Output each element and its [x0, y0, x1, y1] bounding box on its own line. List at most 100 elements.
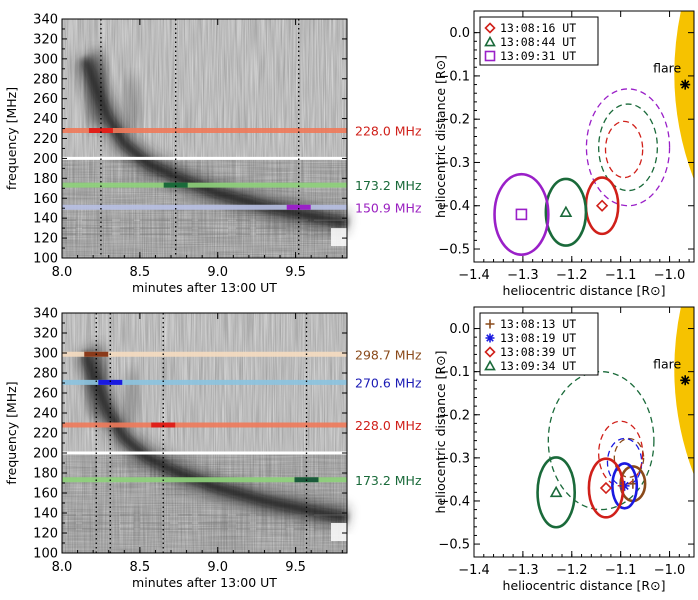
y-tick-label: 340: [33, 13, 58, 28]
frequency-label: 228.0 MHz: [355, 124, 422, 139]
y-tick-label: 120: [33, 232, 58, 247]
burst-emission: [62, 48, 350, 247]
source-ellipse: [493, 172, 550, 256]
x-tick-label: −1.0: [654, 268, 686, 283]
triangle-marker: [559, 205, 573, 218]
y-tick-label: −0.5: [438, 243, 470, 258]
y-tick-label: 220: [33, 427, 58, 442]
x-tick-label: −1.4: [458, 563, 490, 578]
y-tick-label: 0.0: [449, 26, 470, 41]
y-tick-label: 300: [33, 52, 58, 67]
legend-entry: 13:09:31 UT: [500, 49, 576, 63]
x-tick-label: 8.0: [52, 265, 73, 280]
y-tick-label: 140: [33, 507, 58, 522]
source-ellipse: [611, 462, 639, 510]
y-tick-label: −0.1: [438, 365, 470, 380]
x-axis-label: minutes after 13:00 UT: [132, 575, 277, 590]
bottom-left-spectrogram: 298.7 MHz 270.6 MHz 228.0 MHz 173.2 MHz 100 1…: [4, 307, 422, 591]
y-tick-label: 200: [33, 152, 58, 167]
frequency-label: 173.2 MHz: [355, 178, 422, 193]
frequency-label: 270.6 MHz: [355, 375, 422, 390]
burst-emission: [62, 343, 350, 541]
legend-entry: 13:08:44 UT: [500, 35, 576, 49]
y-tick-label: −0.3: [438, 156, 470, 171]
asterisk-marker: [680, 79, 691, 90]
y-tick-label: 100: [33, 547, 58, 562]
y-axis-label: frequency [MHz]: [4, 87, 19, 190]
y-tick-label: 320: [33, 32, 58, 47]
dashed-source-contour: [547, 371, 655, 511]
flare-label: flare: [653, 356, 681, 371]
y-tick-label: 260: [33, 387, 58, 402]
y-tick-label: −0.2: [438, 408, 470, 423]
y-tick-label: 240: [33, 407, 58, 422]
frequency-label: 173.2 MHz: [355, 473, 422, 488]
legend-entry: 13:08:16 UT: [500, 21, 576, 35]
diamond-marker: [599, 481, 613, 495]
x-tick-label: 9.0: [207, 560, 228, 575]
triangle-marker: [484, 35, 496, 47]
x-tick-label: −1.2: [556, 563, 588, 578]
y-tick-label: 0.0: [449, 322, 470, 337]
source-ellipse: [584, 176, 620, 236]
x-axis-label: heliocentric distance [R⊙]: [503, 283, 666, 298]
asterisk-marker: [619, 480, 630, 491]
x-axis-label: heliocentric distance [R⊙]: [503, 578, 666, 593]
x-tick-label: −1.0: [654, 563, 686, 578]
dashed-source-contour: [585, 88, 671, 207]
x-tick-label: −1.1: [605, 268, 637, 283]
solar-limb: [674, 11, 694, 180]
x-tick-label: −1.2: [556, 268, 588, 283]
square-marker: [484, 50, 496, 62]
x-tick-label: −1.1: [605, 563, 637, 578]
y-tick-label: 280: [33, 72, 58, 87]
y-tick-label: −0.1: [438, 69, 470, 84]
y-tick-label: 120: [33, 527, 58, 542]
source-ellipse: [544, 177, 588, 247]
y-tick-label: 200: [33, 447, 58, 462]
y-axis-label: heliocentric distance [R⊙]: [433, 55, 448, 218]
dashed-source-contour: [613, 437, 645, 478]
dashed-source-contour: [598, 103, 658, 192]
diamond-marker: [595, 199, 609, 212]
y-tick-label: −0.5: [438, 538, 470, 553]
y-axis-label: heliocentric distance [R⊙]: [433, 351, 448, 514]
x-axis-label: minutes after 13:00 UT: [132, 280, 277, 295]
triangle-marker: [549, 485, 563, 498]
x-tick-label: −1.3: [507, 563, 539, 578]
y-tick-label: −0.4: [438, 494, 470, 509]
x-tick-label: 9.0: [207, 265, 228, 280]
x-tick-label: 8.5: [130, 560, 151, 575]
legend-entry: 13:08:13 UT: [500, 317, 576, 331]
y-tick-label: −0.3: [438, 451, 470, 466]
source-ellipse: [536, 456, 577, 529]
y-tick-label: −0.4: [438, 199, 470, 214]
x-tick-label: 9.5: [285, 265, 306, 280]
y-tick-label: 160: [33, 192, 58, 207]
frequency-label: 228.0 MHz: [355, 418, 422, 433]
diamond-marker: [484, 346, 496, 358]
y-tick-label: 320: [33, 327, 58, 342]
diamond-marker: [484, 22, 496, 34]
y-tick-label: 300: [33, 347, 58, 362]
y-tick-label: 160: [33, 487, 58, 502]
y-tick-label: 240: [33, 112, 58, 127]
y-tick-label: 180: [33, 467, 58, 482]
x-tick-label: −1.4: [458, 268, 490, 283]
y-tick-label: 260: [33, 92, 58, 107]
legend-entry: 13:08:39 UT: [500, 345, 576, 359]
dashed-source-contour: [604, 120, 644, 179]
legend-entry: 13:09:34 UT: [500, 359, 576, 373]
asterisk-marker: [485, 333, 495, 343]
frequency-label: 298.7 MHz: [355, 347, 422, 362]
top-left-spectrogram: 228.0 MHz 173.2 MHz 150.9 MHz 100 120 140 160 1…: [4, 13, 422, 296]
legend-entry: 13:08:19 UT: [500, 331, 576, 345]
flare-label: flare: [653, 61, 681, 76]
y-tick-label: 340: [33, 307, 58, 322]
y-tick-label: 180: [33, 172, 58, 187]
